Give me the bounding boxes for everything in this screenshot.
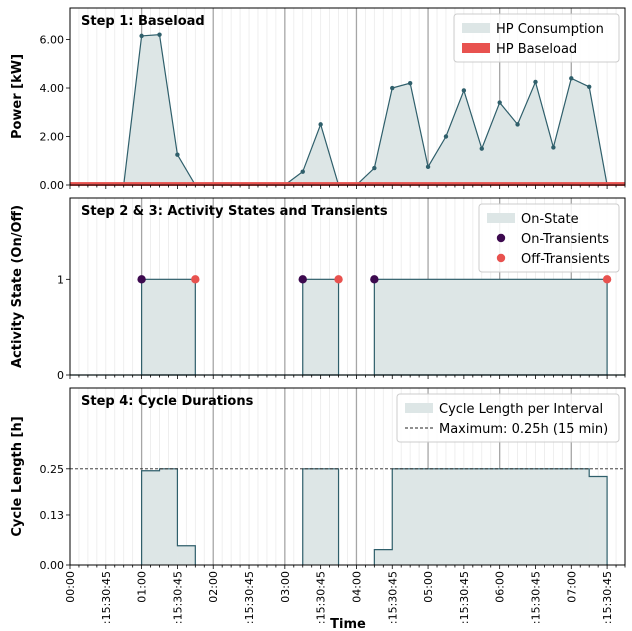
consumption-point xyxy=(300,169,305,174)
legend: HP Consumption HP Baseload xyxy=(453,13,620,63)
legend-box xyxy=(396,393,620,443)
consumption-point xyxy=(461,88,467,93)
consumption-point xyxy=(425,164,431,170)
legend-swatch xyxy=(462,23,490,33)
off-transient-marker xyxy=(602,275,612,284)
cycle-length-bar xyxy=(392,468,590,565)
consumption-point xyxy=(586,84,592,90)
off-transient-marker xyxy=(191,275,200,284)
y-tick-label: 0.25 xyxy=(40,463,65,476)
baseload-band xyxy=(70,182,625,186)
cycle-length-bar xyxy=(374,549,393,565)
consumption-point xyxy=(157,32,162,37)
y-axis-label: Activity State (On/Off) xyxy=(10,205,25,368)
x-tick-label: :15:30:45 xyxy=(601,571,614,624)
consumption-point xyxy=(318,122,323,127)
consumption-point xyxy=(139,33,144,39)
cycle-length-bar xyxy=(177,545,196,565)
cycle-length-bar xyxy=(589,476,608,565)
x-tick-label: :15:30:45 xyxy=(315,571,328,624)
x-tick-label: 00:00 xyxy=(64,571,77,603)
x-tick-label: 04:00 xyxy=(350,571,363,603)
panel-2: 0 1 Step 2 & 3: Activity States and Transi… xyxy=(10,197,626,382)
legend-swatch xyxy=(462,43,490,53)
y-tick-label: 6.00 xyxy=(40,34,65,47)
off-transient-marker xyxy=(334,275,343,284)
on-state-block xyxy=(373,278,608,376)
panel-title: Step 4: Cycle Durations xyxy=(81,394,254,409)
y-tick-label: 0 xyxy=(57,369,64,382)
x-tick-label: :15:30:45 xyxy=(100,571,113,624)
consumption-point xyxy=(569,76,574,81)
on-transient-marker xyxy=(370,275,379,284)
consumption-point xyxy=(175,152,180,157)
y-axis-label: Power [kW] xyxy=(10,54,25,139)
legend: Cycle Length per Interval Maximum: 0.25h … xyxy=(396,393,620,443)
consumption-point xyxy=(407,80,413,86)
y-tick-label: 0.00 xyxy=(40,559,65,572)
x-tick-label: 07:00 xyxy=(565,571,578,603)
cycle-length-bar xyxy=(159,468,178,565)
panel-title: Step 2 & 3: Activity States and Transien… xyxy=(81,204,388,219)
panel-title: Step 1: Baseload xyxy=(81,14,205,29)
panel-3: 0.00 0.13 0.25 Step 4: Cycle Durations Cycle… xyxy=(10,387,626,624)
panel-1: 0.00 2.00 4.00 6.00 Step 1: Baseload Power [k… xyxy=(10,7,626,192)
consumption-point xyxy=(479,146,484,151)
x-tick-label: 01:00 xyxy=(136,571,149,603)
consumption-point xyxy=(390,85,395,91)
y-axis-label: Cycle Length [h] xyxy=(10,416,25,536)
legend-label: Off-Transients xyxy=(521,252,610,267)
legend-label: On-State xyxy=(521,212,579,227)
x-tick-label: :15:30:45 xyxy=(171,571,184,624)
x-tick-label: 02:00 xyxy=(207,571,220,603)
y-tick-label: 0.13 xyxy=(40,509,65,522)
x-tick-label: :15:30:45 xyxy=(458,571,471,624)
consumption-point xyxy=(515,122,520,127)
x-tick-label: :15:30:45 xyxy=(243,571,256,624)
cycle-length-bar xyxy=(302,468,339,565)
on-state-block xyxy=(302,278,340,376)
legend-label: Maximum: 0.25h (15 min) xyxy=(439,422,608,437)
y-tick-label: 4.00 xyxy=(40,82,65,95)
consumption-point xyxy=(551,145,556,150)
consumption-point xyxy=(443,134,449,139)
y-tick-label: 1 xyxy=(57,273,64,286)
x-tick-label: 06:00 xyxy=(494,571,507,603)
on-transient-marker xyxy=(298,275,307,284)
x-tick-label: 05:00 xyxy=(422,571,435,603)
legend: On-State On-Transients Off-Transients xyxy=(478,203,620,273)
y-tick-label: 0.00 xyxy=(40,179,65,192)
legend-label: On-Transients xyxy=(521,232,609,247)
x-tick-label: 03:00 xyxy=(279,571,292,603)
figure-x-axis-label: Time xyxy=(330,617,366,631)
on-transient-marker xyxy=(137,275,146,284)
consumption-point xyxy=(497,100,502,105)
on-state-block xyxy=(141,278,196,376)
legend-label: HP Consumption xyxy=(496,22,604,37)
y-tick-label: 2.00 xyxy=(40,131,65,144)
legend-label: HP Baseload xyxy=(496,42,577,57)
cycle-length-bar xyxy=(141,470,160,565)
consumption-point xyxy=(372,165,377,171)
legend-swatch xyxy=(487,213,515,223)
consumption-area xyxy=(70,34,625,185)
legend-label: Cycle Length per Interval xyxy=(439,402,603,417)
legend-marker xyxy=(496,253,506,263)
x-tick-label: :15:30:45 xyxy=(386,571,399,624)
legend-marker xyxy=(496,233,506,243)
legend-swatch xyxy=(405,403,433,413)
legend-box xyxy=(453,13,620,63)
x-tick-label: :15:30:45 xyxy=(529,571,542,624)
consumption-point xyxy=(533,79,538,85)
